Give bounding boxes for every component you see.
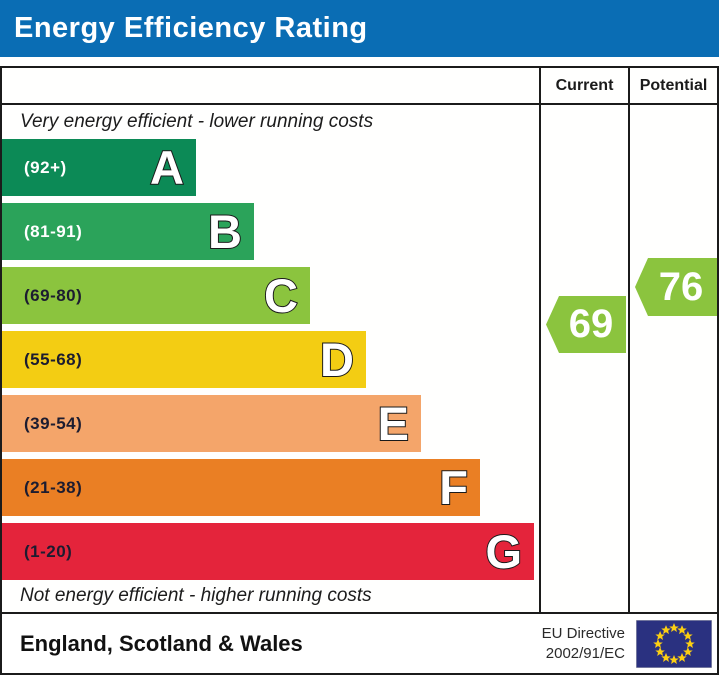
current-rating-value: 69 (568, 302, 614, 346)
column-separator-current (539, 66, 541, 612)
band-c-letter: C (263, 268, 299, 323)
band-f-range: (21-38) (24, 477, 83, 497)
band-a-range: (92+) (24, 157, 67, 177)
column-separator-potential (628, 66, 630, 612)
band-c-range: (69-80) (24, 285, 83, 305)
band-d: (55-68) D (2, 331, 366, 388)
page-title: Energy Efficiency Rating (14, 12, 368, 44)
band-d-letter: D (319, 332, 355, 387)
band-g-letter: G (484, 524, 523, 579)
eu-directive-line2: 2002/91/EC (545, 644, 625, 662)
potential-rating-value: 76 (658, 264, 704, 309)
bottom-note: Not energy efficient - higher running co… (20, 585, 372, 606)
band-e-letter: E (377, 396, 410, 451)
eu-directive-label: EU Directive 2002/91/EC (542, 624, 636, 664)
band-a: (92+) A (2, 139, 196, 196)
band-c: (69-80) C (2, 267, 310, 324)
eu-directive-line1: EU Directive (541, 624, 625, 642)
band-e-range: (39-54) (24, 413, 83, 433)
title-bar: Energy Efficiency Rating (0, 0, 719, 57)
band-g-range: (1-20) (24, 541, 73, 561)
band-b-range: (81-91) (24, 221, 83, 241)
top-note: Very energy efficient - lower running co… (20, 111, 374, 132)
column-header-current: Current (555, 76, 614, 94)
header-row-separator (0, 103, 719, 105)
eu-flag-icon (635, 619, 713, 668)
footer-bar: England, Scotland & Wales EU Directive 2… (0, 612, 719, 675)
band-f-letter: F (438, 460, 469, 515)
band-e: (39-54) E (2, 395, 421, 452)
band-a-letter: A (149, 140, 185, 195)
column-header-potential: Potential (639, 76, 708, 94)
potential-rating-arrow: 76 (635, 258, 717, 316)
region-label: England, Scotland & Wales (20, 630, 303, 656)
band-f: (21-38) F (2, 459, 480, 516)
band-b: (81-91) B (2, 203, 254, 260)
band-g: (1-20) G (2, 523, 534, 580)
current-rating-arrow: 69 (546, 296, 626, 353)
band-b-letter: B (207, 204, 243, 259)
band-d-range: (55-68) (24, 349, 83, 369)
